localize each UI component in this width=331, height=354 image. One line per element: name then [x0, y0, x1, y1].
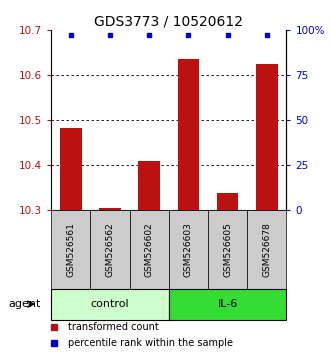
Text: GSM526561: GSM526561 [67, 222, 75, 277]
Text: percentile rank within the sample: percentile rank within the sample [68, 338, 233, 348]
Text: IL-6: IL-6 [217, 299, 238, 309]
Text: GSM526562: GSM526562 [106, 222, 115, 277]
Title: GDS3773 / 10520612: GDS3773 / 10520612 [94, 15, 243, 29]
Text: control: control [91, 299, 129, 309]
Text: GSM526603: GSM526603 [184, 222, 193, 277]
Bar [99, 208, 121, 210]
Bar [51, 210, 90, 289]
Bar [256, 64, 277, 210]
Bar [208, 210, 247, 289]
Text: GSM526678: GSM526678 [262, 222, 271, 277]
Bar [169, 289, 286, 320]
Bar [51, 289, 169, 320]
Bar [138, 161, 160, 210]
Text: GSM526605: GSM526605 [223, 222, 232, 277]
Text: agent: agent [8, 299, 41, 309]
Bar [130, 210, 169, 289]
Text: transformed count: transformed count [68, 322, 159, 332]
Text: GSM526602: GSM526602 [145, 222, 154, 277]
Bar [90, 210, 130, 289]
Bar [178, 59, 199, 210]
Bar [217, 193, 238, 210]
Bar [60, 128, 82, 210]
Bar [169, 210, 208, 289]
Bar [247, 210, 286, 289]
